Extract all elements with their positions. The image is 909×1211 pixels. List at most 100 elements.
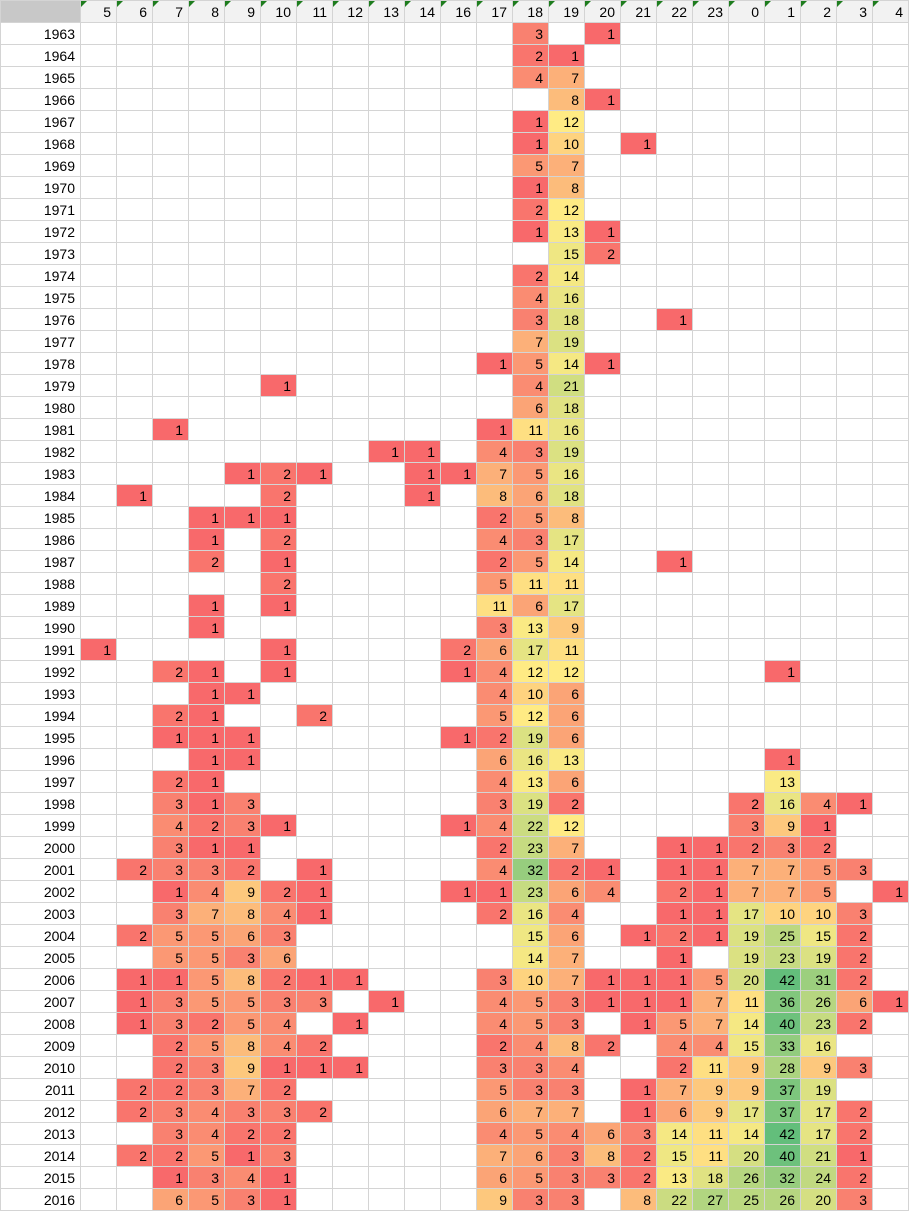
data-cell[interactable] bbox=[332, 286, 369, 309]
data-cell[interactable]: 7 bbox=[512, 330, 549, 353]
data-cell[interactable]: 1 bbox=[116, 968, 153, 991]
select-all-corner[interactable] bbox=[0, 0, 81, 23]
data-cell[interactable]: 4 bbox=[476, 528, 513, 551]
data-cell[interactable] bbox=[872, 660, 909, 683]
data-cell[interactable]: 6 bbox=[656, 1100, 693, 1123]
data-cell[interactable] bbox=[404, 330, 441, 353]
data-cell[interactable]: 13 bbox=[512, 616, 549, 639]
data-cell[interactable]: 16 bbox=[548, 286, 585, 309]
data-cell[interactable] bbox=[404, 902, 441, 925]
data-cell[interactable]: 4 bbox=[476, 682, 513, 705]
data-cell[interactable] bbox=[116, 198, 153, 221]
data-cell[interactable] bbox=[332, 1166, 369, 1189]
data-cell[interactable] bbox=[728, 264, 765, 287]
data-cell[interactable] bbox=[440, 176, 477, 199]
data-cell[interactable] bbox=[368, 946, 405, 969]
data-cell[interactable] bbox=[368, 638, 405, 661]
data-cell[interactable] bbox=[296, 1122, 333, 1145]
data-cell[interactable]: 2 bbox=[656, 880, 693, 903]
data-cell[interactable] bbox=[728, 242, 765, 265]
data-cell[interactable] bbox=[188, 220, 225, 243]
data-cell[interactable]: 2 bbox=[188, 550, 225, 573]
data-cell[interactable]: 6 bbox=[512, 484, 549, 507]
year-cell[interactable]: 1992 bbox=[0, 660, 81, 683]
data-cell[interactable] bbox=[476, 286, 513, 309]
data-cell[interactable] bbox=[476, 264, 513, 287]
data-cell[interactable] bbox=[836, 132, 873, 155]
data-cell[interactable]: 1 bbox=[692, 880, 729, 903]
year-cell[interactable]: 1995 bbox=[0, 726, 81, 749]
data-cell[interactable]: 3 bbox=[188, 1166, 225, 1189]
data-cell[interactable] bbox=[764, 440, 801, 463]
data-cell[interactable]: 2 bbox=[296, 1100, 333, 1123]
data-cell[interactable]: 1 bbox=[440, 462, 477, 485]
data-cell[interactable] bbox=[584, 550, 621, 573]
data-cell[interactable]: 2 bbox=[260, 1122, 297, 1145]
data-cell[interactable]: 1 bbox=[656, 990, 693, 1013]
data-cell[interactable] bbox=[584, 594, 621, 617]
data-cell[interactable] bbox=[152, 308, 189, 331]
data-cell[interactable] bbox=[764, 506, 801, 529]
data-cell[interactable] bbox=[620, 594, 657, 617]
data-cell[interactable]: 10 bbox=[512, 682, 549, 705]
data-cell[interactable]: 1 bbox=[656, 968, 693, 991]
data-cell[interactable]: 7 bbox=[548, 946, 585, 969]
data-cell[interactable]: 6 bbox=[512, 594, 549, 617]
data-cell[interactable]: 1 bbox=[260, 374, 297, 397]
data-cell[interactable]: 1 bbox=[188, 748, 225, 771]
data-cell[interactable] bbox=[728, 528, 765, 551]
data-cell[interactable] bbox=[620, 484, 657, 507]
year-cell[interactable]: 2013 bbox=[0, 1122, 81, 1145]
data-cell[interactable] bbox=[800, 704, 837, 727]
data-cell[interactable] bbox=[332, 704, 369, 727]
data-cell[interactable] bbox=[332, 88, 369, 111]
data-cell[interactable] bbox=[764, 704, 801, 727]
year-cell[interactable]: 1980 bbox=[0, 396, 81, 419]
data-cell[interactable] bbox=[764, 110, 801, 133]
year-cell[interactable]: 1971 bbox=[0, 198, 81, 221]
data-cell[interactable] bbox=[800, 594, 837, 617]
data-cell[interactable]: 5 bbox=[188, 990, 225, 1013]
data-cell[interactable] bbox=[440, 792, 477, 815]
data-cell[interactable]: 1 bbox=[836, 792, 873, 815]
data-cell[interactable] bbox=[764, 550, 801, 573]
data-cell[interactable] bbox=[692, 484, 729, 507]
data-cell[interactable]: 2 bbox=[188, 1012, 225, 1035]
data-cell[interactable]: 9 bbox=[548, 616, 585, 639]
data-cell[interactable]: 7 bbox=[548, 968, 585, 991]
data-cell[interactable]: 1 bbox=[152, 968, 189, 991]
data-cell[interactable]: 19 bbox=[512, 792, 549, 815]
data-cell[interactable]: 2 bbox=[116, 1078, 153, 1101]
data-cell[interactable] bbox=[800, 440, 837, 463]
data-cell[interactable] bbox=[332, 22, 369, 45]
data-cell[interactable] bbox=[764, 22, 801, 45]
data-cell[interactable]: 5 bbox=[512, 462, 549, 485]
data-cell[interactable] bbox=[260, 198, 297, 221]
year-cell[interactable]: 1989 bbox=[0, 594, 81, 617]
data-cell[interactable] bbox=[404, 396, 441, 419]
data-cell[interactable] bbox=[692, 792, 729, 815]
data-cell[interactable]: 5 bbox=[476, 1078, 513, 1101]
data-cell[interactable] bbox=[188, 286, 225, 309]
data-cell[interactable] bbox=[800, 462, 837, 485]
data-cell[interactable] bbox=[800, 396, 837, 419]
column-header[interactable]: 21 bbox=[620, 0, 657, 23]
data-cell[interactable] bbox=[368, 880, 405, 903]
data-cell[interactable] bbox=[440, 242, 477, 265]
data-cell[interactable] bbox=[764, 132, 801, 155]
data-cell[interactable]: 2 bbox=[512, 198, 549, 221]
data-cell[interactable] bbox=[404, 946, 441, 969]
year-cell[interactable]: 1964 bbox=[0, 44, 81, 67]
data-cell[interactable] bbox=[692, 770, 729, 793]
data-cell[interactable] bbox=[80, 946, 117, 969]
data-cell[interactable] bbox=[116, 594, 153, 617]
data-cell[interactable]: 1 bbox=[512, 132, 549, 155]
data-cell[interactable] bbox=[152, 132, 189, 155]
data-cell[interactable] bbox=[332, 198, 369, 221]
data-cell[interactable] bbox=[80, 1100, 117, 1123]
data-cell[interactable]: 6 bbox=[548, 682, 585, 705]
data-cell[interactable]: 1 bbox=[260, 550, 297, 573]
data-cell[interactable] bbox=[728, 418, 765, 441]
year-cell[interactable]: 1976 bbox=[0, 308, 81, 331]
data-cell[interactable] bbox=[440, 594, 477, 617]
